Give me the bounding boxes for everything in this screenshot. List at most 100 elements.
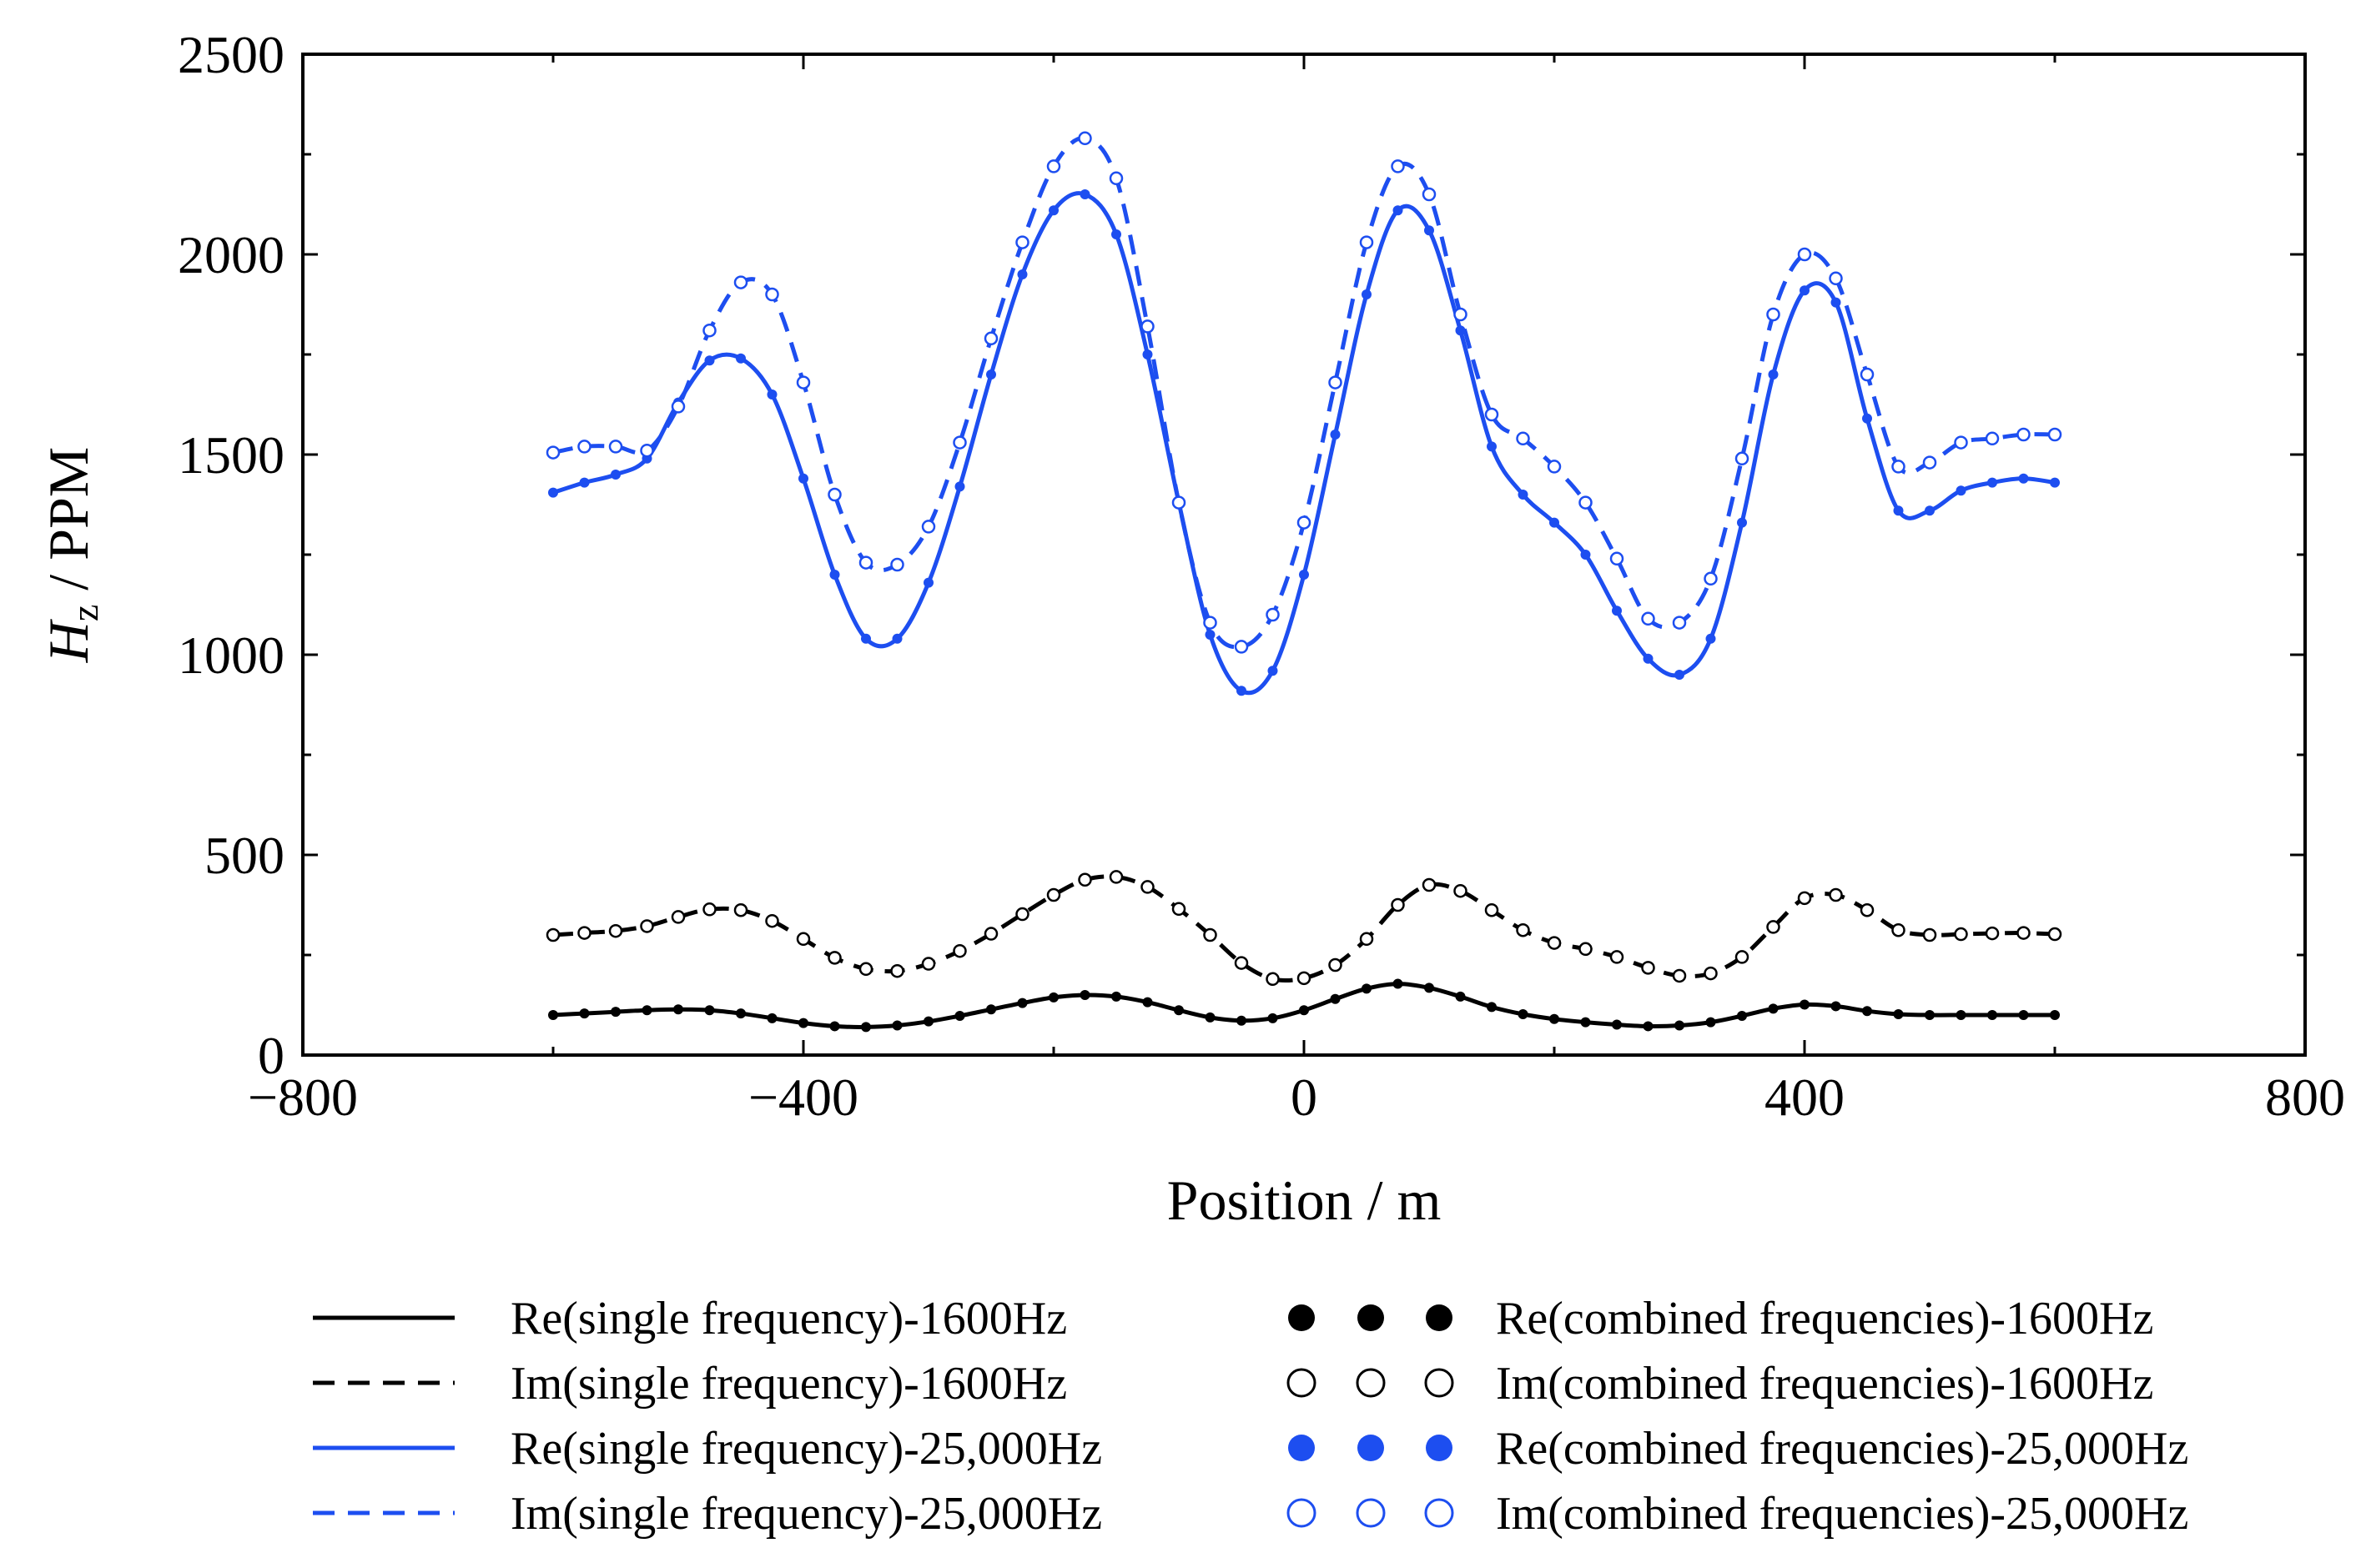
- data-point: [671, 910, 686, 924]
- marker-series-im-combined-frequencies-1600hz: [546, 870, 2062, 987]
- data-point: [1672, 968, 1687, 983]
- data-point: [1829, 271, 1843, 286]
- data-point: [1017, 998, 1028, 1008]
- data-point: [1547, 936, 1562, 950]
- y-axis-title-rest: / PPM: [37, 447, 100, 605]
- plot-layer: [546, 131, 2062, 1033]
- data-point: [1925, 505, 1935, 516]
- data-point: [1140, 319, 1155, 334]
- legend-item-im-single-frequency-1600hz: Im(single frequency)-1600Hz: [313, 1358, 1067, 1410]
- legend-marker-swatch: [1356, 1498, 1386, 1528]
- data-point: [1171, 495, 1186, 510]
- legend-label: Im(combined frequencies)-25,000Hz: [1496, 1488, 2188, 1540]
- data-point: [921, 520, 936, 534]
- x-axis-title: Position / m: [1167, 1168, 1442, 1232]
- data-point: [890, 557, 904, 572]
- data-point: [1800, 285, 1810, 296]
- data-point: [1142, 349, 1153, 359]
- data-point: [1362, 289, 1372, 299]
- data-point: [1111, 991, 1121, 1002]
- data-point: [1518, 1009, 1528, 1020]
- data-point: [1578, 495, 1593, 510]
- data-point: [1359, 235, 1374, 249]
- data-point: [1549, 1013, 1559, 1024]
- data-point: [892, 1020, 903, 1031]
- data-point: [765, 913, 779, 928]
- data-point: [1734, 451, 1749, 466]
- legend-item-re-combined-frequencies-25-000hz: Re(combined frequencies)-25,000Hz: [1288, 1423, 2188, 1475]
- data-point: [986, 369, 996, 379]
- y-tick-label: 2000: [178, 225, 284, 284]
- legend-item-im-combined-frequencies-1600hz: Im(combined frequencies)-1600Hz: [1286, 1358, 2153, 1410]
- data-point: [829, 570, 840, 580]
- data-point: [1234, 640, 1249, 654]
- data-point: [1111, 229, 1121, 239]
- data-point: [1330, 430, 1341, 440]
- data-point: [858, 962, 873, 977]
- data-point: [954, 481, 965, 492]
- data-point: [1612, 1019, 1622, 1030]
- legend-marker-swatch: [1288, 1435, 1315, 1461]
- data-point: [1487, 1002, 1497, 1013]
- data-point: [1267, 666, 1278, 676]
- axis-ticks: −800 −400 0 400 800 0 500 1000 1500 2000 2500: [178, 25, 2345, 1127]
- data-point: [798, 1018, 808, 1028]
- legend-marker-swatch: [1357, 1435, 1384, 1461]
- data-point: [736, 353, 746, 364]
- data-point: [1296, 515, 1311, 530]
- data-point: [829, 1021, 840, 1032]
- data-point: [1768, 369, 1779, 379]
- data-point: [640, 919, 654, 933]
- data-point: [1609, 551, 1624, 566]
- data-point: [892, 633, 903, 644]
- y-axis-title: Hz / PPM: [37, 447, 106, 664]
- data-point: [1267, 1013, 1278, 1023]
- data-point: [1891, 460, 1905, 474]
- legend-marker-swatch: [1426, 1304, 1452, 1331]
- data-point: [548, 487, 558, 498]
- legend-marker-swatch: [1357, 1304, 1384, 1331]
- data-point: [1518, 490, 1528, 500]
- y-axis-title-sub: z: [63, 605, 106, 621]
- data-point: [733, 275, 748, 289]
- data-point: [1392, 978, 1403, 989]
- legend-label: Im(single frequency)-25,000Hz: [511, 1488, 1102, 1540]
- data-point: [2016, 427, 2031, 442]
- data-point: [1015, 235, 1029, 249]
- data-point: [1203, 616, 1217, 630]
- data-point: [2018, 1010, 2029, 1020]
- legend-marker-swatch: [1288, 1304, 1315, 1331]
- legend-label: Im(combined frequencies)-1600Hz: [1496, 1358, 2153, 1410]
- data-point: [924, 577, 934, 588]
- data-point: [798, 473, 808, 484]
- data-point: [2050, 1010, 2060, 1020]
- data-point: [702, 323, 717, 338]
- data-point: [1484, 902, 1499, 917]
- legend-marker-swatch: [1426, 1435, 1452, 1461]
- data-point: [1830, 1001, 1841, 1012]
- data-point: [1766, 307, 1780, 322]
- data-point: [1140, 880, 1155, 894]
- legend-item-im-combined-frequencies-25-000hz: Im(combined frequencies)-25,000Hz: [1286, 1488, 2188, 1540]
- data-point: [608, 923, 623, 938]
- data-point: [671, 400, 686, 414]
- data-point: [1954, 927, 1968, 942]
- y-tick-label: 2500: [178, 25, 284, 84]
- data-point: [1987, 1010, 1997, 1020]
- data-point: [1922, 455, 1937, 470]
- legend-item-re-single-frequency-1600hz: Re(single frequency)-1600Hz: [313, 1293, 1067, 1344]
- data-point: [1830, 297, 1841, 308]
- data-point: [611, 470, 621, 480]
- data-point: [1299, 570, 1309, 580]
- data-point: [1737, 1010, 1747, 1021]
- data-point: [1109, 171, 1124, 186]
- data-point: [828, 487, 842, 502]
- data-point: [1705, 633, 1716, 644]
- data-point: [1549, 517, 1559, 528]
- data-point: [984, 927, 999, 941]
- data-point: [1516, 431, 1530, 446]
- data-point: [1049, 992, 1059, 1003]
- data-point: [1049, 205, 1059, 216]
- data-point: [1234, 956, 1249, 970]
